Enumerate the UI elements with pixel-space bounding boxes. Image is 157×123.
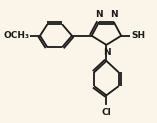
Text: N: N: [110, 10, 118, 19]
Text: Cl: Cl: [102, 108, 111, 117]
Text: OCH₃: OCH₃: [4, 31, 30, 40]
Text: N: N: [103, 48, 111, 57]
Text: SH: SH: [132, 31, 146, 40]
Text: N: N: [95, 10, 103, 19]
